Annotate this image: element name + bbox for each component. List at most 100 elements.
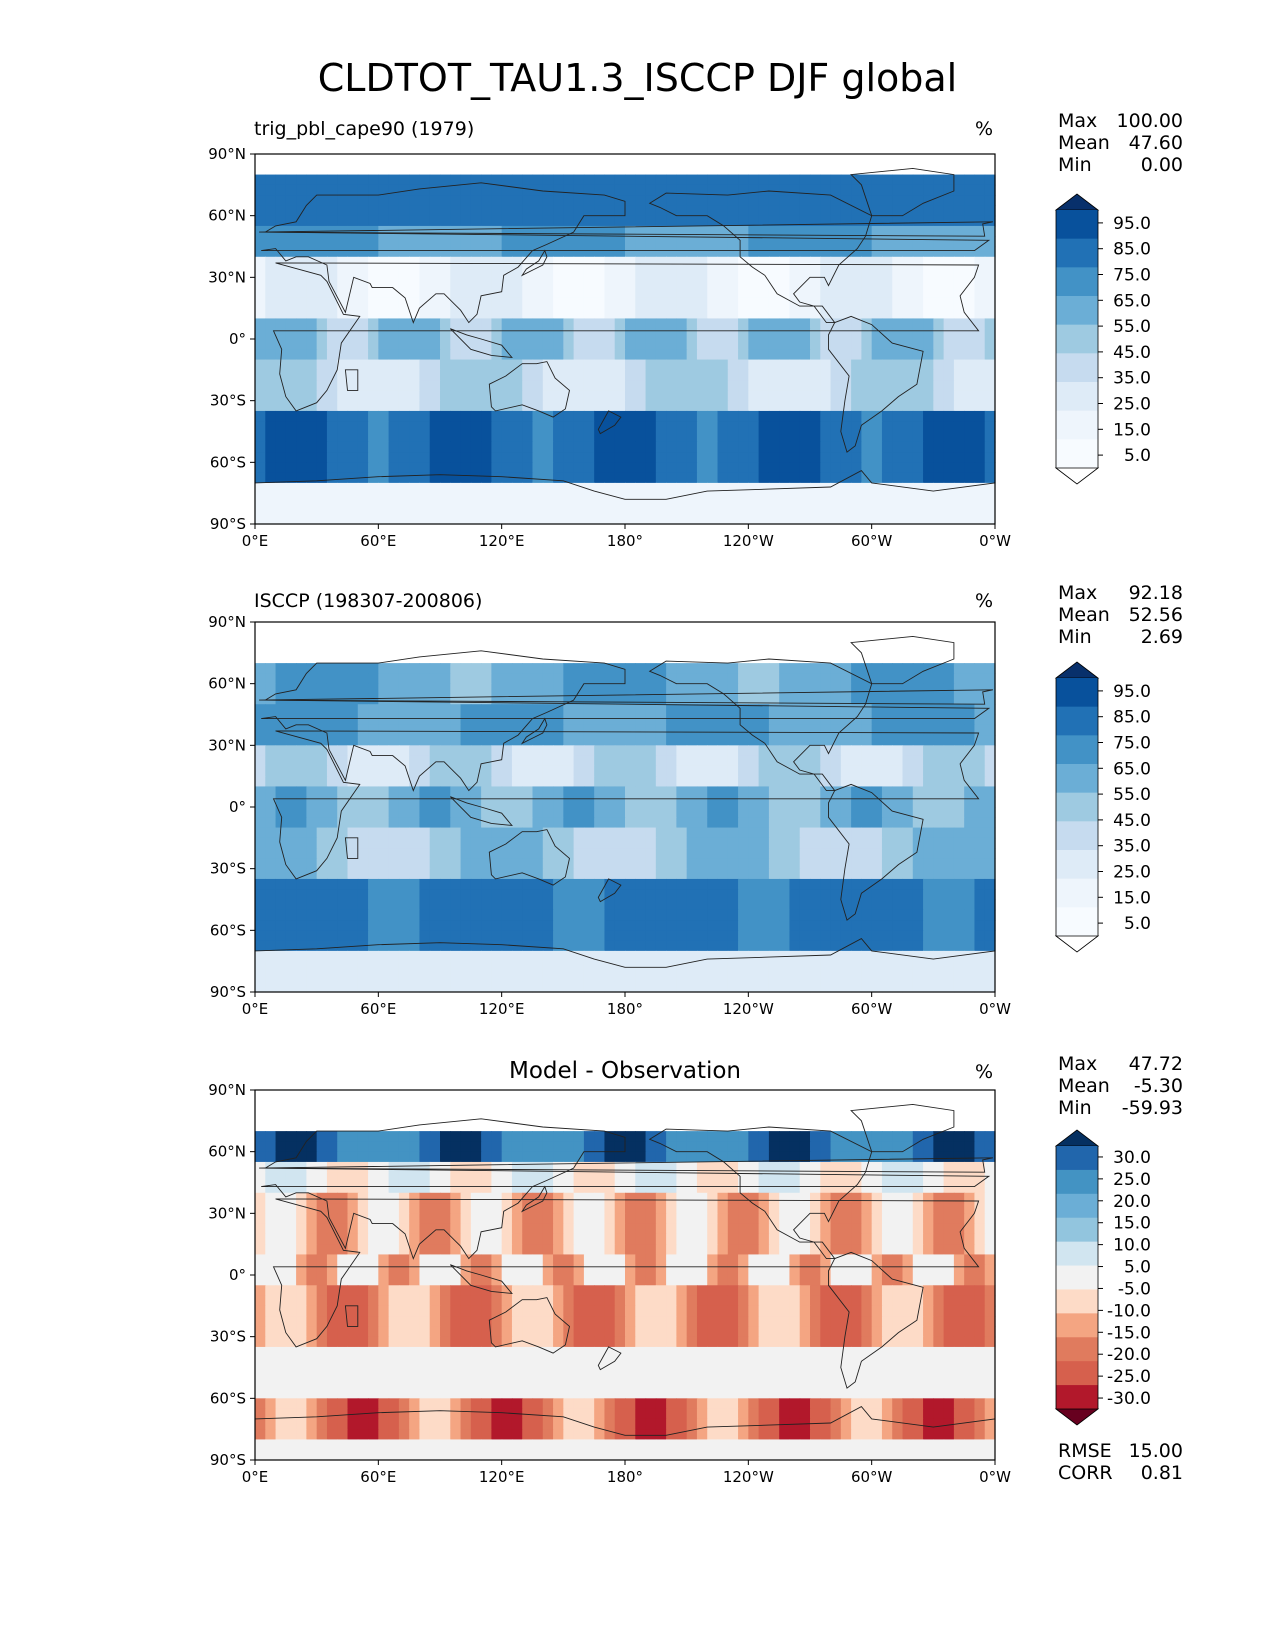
heatmap-cell [563,287,575,299]
heatmap-cell [645,817,657,829]
heatmap-cell [255,899,266,911]
heatmap-cell [943,776,955,788]
heatmap-cell [511,503,523,515]
heatmap-cell [830,950,842,962]
heatmap-cell [851,971,862,983]
heatmap-cell [583,673,595,685]
heatmap-cell [871,390,883,402]
heatmap-cell [696,225,708,237]
heatmap-cell [614,868,626,880]
heatmap-cell [337,400,349,412]
heatmap-cell [851,308,862,320]
heatmap-cell [573,215,585,227]
heatmap-cell [563,184,575,196]
heatmap-cell [429,848,441,859]
heatmap-cell [532,837,544,849]
map-model: 90°N60°N30°N0°30°S60°S90°S0°E 60°E 120°E 18… [208,145,1151,550]
heatmap-cell [953,817,965,829]
heatmap-cell [511,889,523,901]
heatmap-cell [337,246,349,258]
heatmap-cell [368,225,379,237]
heatmap-cell [984,961,996,973]
heatmap-cell [799,724,811,736]
heatmap-cell [789,390,801,402]
heatmap-cell [861,765,873,777]
heatmap-cell [378,390,390,402]
heatmap-cell [275,663,287,674]
heatmap-cell [511,246,523,258]
heatmap-cell [840,339,852,350]
heatmap-cell [378,503,390,515]
heatmap-cell [501,277,513,289]
heatmap-cell [645,390,657,402]
heatmap-cell [594,215,606,227]
heatmap-cell [522,225,534,237]
heatmap-cell [748,909,760,921]
heatmap-cell [347,848,359,859]
heatmap-cell [923,827,934,839]
heatmap-cell [501,400,513,412]
heatmap-cell [326,827,338,839]
heatmap-cell [974,735,986,746]
heatmap-cell [296,868,307,880]
heatmap-cell [696,940,708,952]
heatmap-cell [491,359,503,371]
heatmap-cell [830,441,842,453]
heatmap-cell [470,410,482,422]
heatmap-cell [984,745,996,757]
heatmap-cell [563,1131,575,1142]
heatmap-cell [440,472,451,484]
heatmap-cell [553,961,564,973]
heatmap-cell [912,878,924,890]
heatmap-cell [707,765,719,777]
heatmap-cell [542,277,554,289]
heatmap-cell [902,256,914,268]
heatmap-cell [337,765,349,777]
heatmap-cell [265,827,277,839]
heatmap-cell [789,858,801,870]
heatmap-cell [912,889,924,901]
heatmap-cell [717,930,729,942]
heatmap-cell [398,380,410,391]
heatmap-cell [655,277,667,289]
heatmap-cell [655,683,667,695]
heatmap-cell [840,174,852,186]
heatmap-cell [255,400,266,412]
heatmap-cell [645,683,657,695]
heatmap-cell [522,817,534,829]
heatmap-cell [368,858,379,870]
heatmap-cell [964,328,976,340]
heatmap-cell [799,400,811,412]
heatmap-cell [923,359,934,371]
heatmap-cell [265,236,277,248]
heatmap-cell [481,482,492,494]
heatmap-cell [378,981,390,993]
heatmap-cell [583,909,595,921]
heatmap-cell [707,889,719,901]
heatmap-cell [953,195,965,206]
heatmap-cell [429,899,441,911]
heatmap-cell [799,328,811,340]
heatmap-cell [861,277,873,289]
heatmap-cell [368,503,379,515]
heatmap-cell [820,786,832,798]
heatmap-cell [768,380,780,391]
heatmap-cell [491,267,503,278]
heatmap-cell [964,930,976,942]
heatmap-cell [255,297,266,309]
heatmap-cell [666,704,677,716]
heatmap-cell [923,735,934,746]
heatmap-cell [625,673,636,685]
colorbar-tick-label: 35.0 [1113,369,1151,389]
heatmap-cell [522,745,534,757]
heatmap-cell [388,950,400,962]
heatmap-cell [923,981,934,993]
heatmap-cell [368,267,379,278]
heatmap-cell [789,215,801,227]
heatmap-cell [337,287,349,299]
heatmap-cell [789,441,801,453]
heatmap-cell [614,776,626,788]
heatmap-cell [686,950,698,962]
heatmap-cell [265,431,277,443]
heatmap-cell [450,868,462,880]
